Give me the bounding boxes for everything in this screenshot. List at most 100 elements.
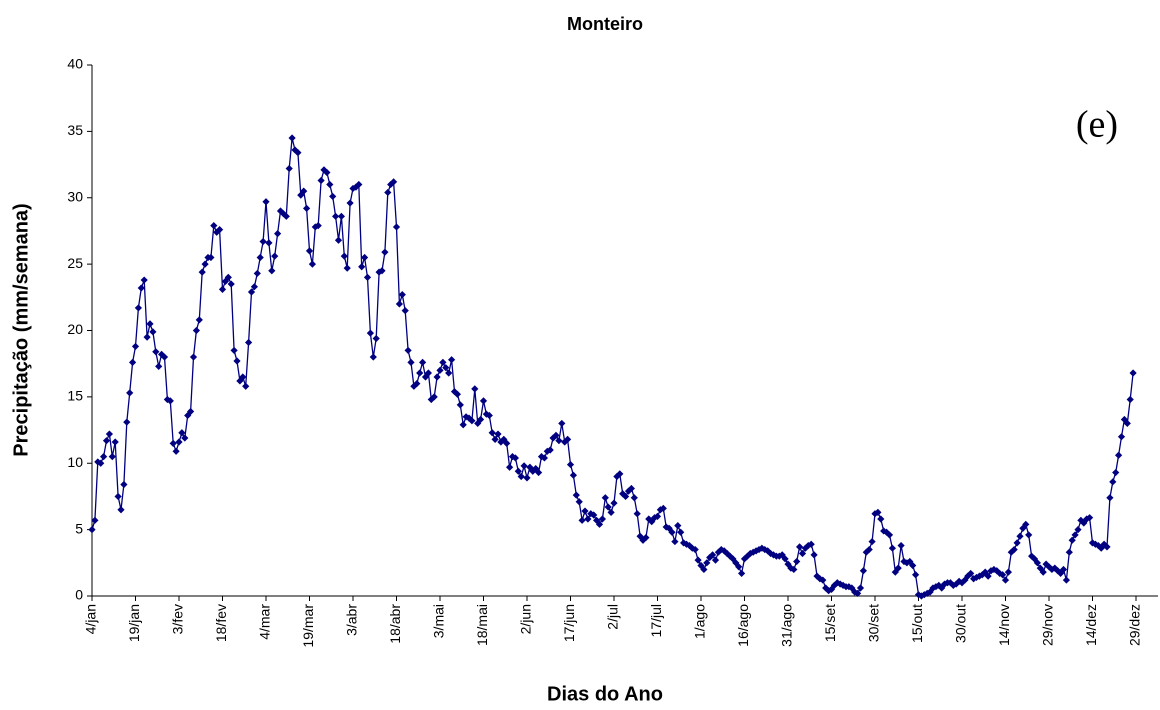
data-point [798, 549, 807, 558]
data-point [883, 528, 891, 536]
data-point [1071, 531, 1079, 539]
data-point [552, 431, 560, 439]
data-point [332, 212, 340, 220]
data-point [334, 236, 343, 244]
x-tick-label: 30/set [866, 604, 882, 642]
data-point [419, 358, 427, 366]
data-point [671, 537, 679, 546]
data-point [575, 498, 583, 506]
data-point [97, 459, 105, 467]
data-point [540, 454, 548, 462]
data-point [1016, 532, 1024, 540]
data-point [497, 438, 505, 446]
data-point [1117, 433, 1126, 441]
data-point [468, 417, 476, 425]
y-tick-label: 35 [67, 122, 83, 138]
data-point [967, 569, 975, 578]
data-point [172, 447, 180, 455]
data-point [909, 561, 917, 570]
data-point [485, 411, 493, 420]
data-point [1033, 559, 1041, 567]
x-tick-label: 14/nov [996, 604, 1012, 646]
data-point [117, 506, 125, 514]
data-point [448, 356, 456, 364]
data-point [439, 358, 447, 366]
data-point [375, 268, 383, 276]
data-point [636, 532, 644, 540]
data-point [149, 328, 157, 336]
data-point [1004, 568, 1012, 576]
data-point [233, 357, 241, 365]
data-point [610, 499, 618, 507]
x-tick-label: 17/jun [561, 604, 577, 642]
data-point [358, 263, 366, 271]
data-point [131, 342, 140, 351]
data-point [726, 552, 734, 560]
data-point [1106, 494, 1114, 502]
data-point [337, 212, 345, 220]
data-point [627, 484, 635, 493]
data-point [593, 516, 601, 524]
data-point [155, 362, 163, 370]
data-point [456, 401, 464, 409]
data-point [946, 579, 954, 587]
data-point [126, 389, 134, 397]
x-tick-label: 2/jun [518, 604, 534, 634]
data-point [703, 559, 711, 567]
data-point [282, 212, 290, 220]
data-point [479, 397, 488, 405]
data-point [761, 545, 769, 554]
x-tick-label: 16/ago [735, 604, 751, 647]
data-point [271, 252, 279, 260]
data-point [659, 504, 667, 512]
data-point [477, 415, 485, 424]
data-point [369, 353, 377, 361]
data-point [558, 419, 566, 428]
data-point [885, 531, 894, 539]
data-point [120, 480, 128, 489]
data-point [613, 472, 621, 481]
data-point [256, 253, 264, 262]
data-point [91, 516, 99, 524]
data-point [169, 439, 177, 447]
data-point [1086, 514, 1094, 522]
data-point [491, 435, 499, 443]
x-tick-label: 19/jan [126, 604, 142, 642]
data-point [143, 333, 151, 341]
data-point [517, 472, 525, 481]
data-point [740, 555, 749, 563]
data-point [868, 537, 876, 546]
data-point [242, 382, 250, 390]
data-point [711, 556, 720, 564]
data-point [616, 470, 624, 478]
data-point [1097, 544, 1105, 552]
x-tick-label: 14/dez [1083, 604, 1099, 646]
data-point [137, 284, 145, 292]
data-point [140, 276, 148, 284]
data-point [163, 395, 171, 404]
data-point [653, 512, 662, 520]
data-point [181, 434, 189, 442]
data-point [619, 490, 627, 498]
data-point [717, 545, 725, 554]
data-point [932, 583, 940, 591]
data-point [201, 260, 209, 268]
data-point [152, 348, 160, 356]
data-point [836, 580, 844, 588]
y-tick-label: 15 [67, 388, 83, 404]
data-point [175, 438, 183, 446]
x-axis-title: Dias do Ano [547, 683, 663, 705]
data-point [656, 506, 664, 514]
data-point [906, 557, 914, 566]
data-point [311, 223, 319, 231]
x-tick-label: 1/ago [692, 604, 708, 639]
y-axis-title: Precipitação (mm/semana) [10, 203, 32, 456]
data-point [158, 350, 166, 358]
data-point [877, 515, 885, 523]
x-tick-label: 18/mai [474, 604, 490, 646]
data-point [401, 306, 409, 315]
data-point [822, 584, 830, 592]
data-point [767, 549, 775, 558]
data-point [340, 252, 348, 260]
data-point [178, 429, 186, 437]
